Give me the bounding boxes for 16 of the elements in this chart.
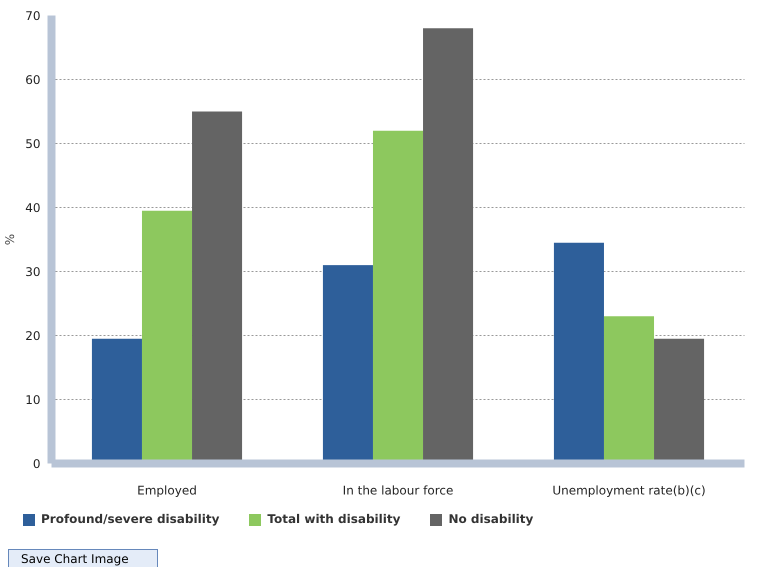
x-tick-label: Unemployment rate(b)(c) — [552, 484, 706, 498]
y-tick-label: 20 — [25, 329, 41, 343]
text: Save Chart Image — [21, 551, 129, 567]
y-tick-label: 10 — [25, 393, 41, 407]
y-tick-label: 30 — [25, 265, 41, 279]
legend-label: Total with disability — [267, 512, 400, 526]
x-tick-label: Employed — [137, 484, 197, 498]
y-tick-label: 60 — [25, 73, 41, 87]
legend-label: No disability — [448, 512, 534, 526]
y-tick-label: 40 — [25, 201, 41, 215]
y-tick-label: 50 — [25, 137, 41, 151]
y-tick-label: 70 — [25, 9, 41, 23]
y-tick-label: 0 — [32, 457, 41, 471]
x-tick-label: In the labour force — [342, 484, 454, 498]
y-axis-title: % — [3, 234, 18, 246]
legend-label: Profound/severe disability — [41, 512, 220, 526]
